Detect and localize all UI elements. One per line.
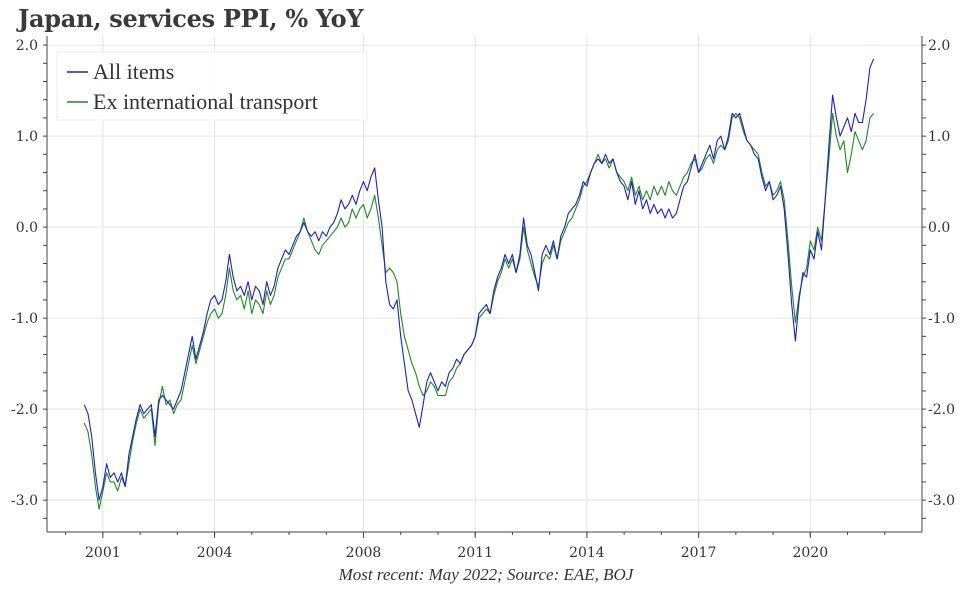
y-tick-label-right: -2.0 — [928, 402, 955, 418]
legend-label: Ex international transport — [93, 89, 318, 114]
series-lines — [83, 58, 875, 510]
y-tick-label-left: 0.0 — [16, 220, 38, 236]
y-tick-label-right: 1.0 — [928, 129, 950, 145]
series-line — [83, 58, 875, 501]
x-tick-label: 2017 — [681, 545, 717, 561]
y-tick-label-right: 0.0 — [928, 220, 950, 236]
x-tick-label: 2011 — [457, 545, 493, 561]
y-tick-label-left: -2.0 — [11, 402, 38, 418]
x-tick-label: 2008 — [346, 545, 382, 561]
y-tick-label-left: -3.0 — [11, 493, 38, 509]
y-tick-label-left: 1.0 — [16, 129, 38, 145]
series-line — [83, 112, 875, 510]
y-tick-label-right: 2.0 — [928, 38, 950, 54]
y-tick-label-left: -1.0 — [11, 311, 38, 327]
x-tick-label: 2001 — [85, 545, 121, 561]
x-tick-label: 2004 — [197, 545, 233, 561]
legend-box — [56, 51, 368, 121]
y-tick-label-right: -3.0 — [928, 493, 955, 509]
x-tick-label: 2014 — [569, 545, 605, 561]
legend: All items Ex international transport — [56, 51, 368, 121]
legend-label: All items — [93, 59, 174, 84]
chart-title: Japan, services PPI, % YoY — [18, 4, 364, 33]
chart-source-note: Most recent: May 2022; Source: EAE, BOJ — [338, 565, 634, 584]
y-tick-label-left: 2.0 — [16, 38, 38, 54]
y-tick-label-right: -1.0 — [928, 311, 955, 327]
axes: 2.0 2.0 1.0 1.0 0.0 0.0 -1.0 -1.0 -2.0 -2.0 -3.0 -3… — [11, 36, 955, 561]
x-tick-label: 2020 — [792, 545, 828, 561]
